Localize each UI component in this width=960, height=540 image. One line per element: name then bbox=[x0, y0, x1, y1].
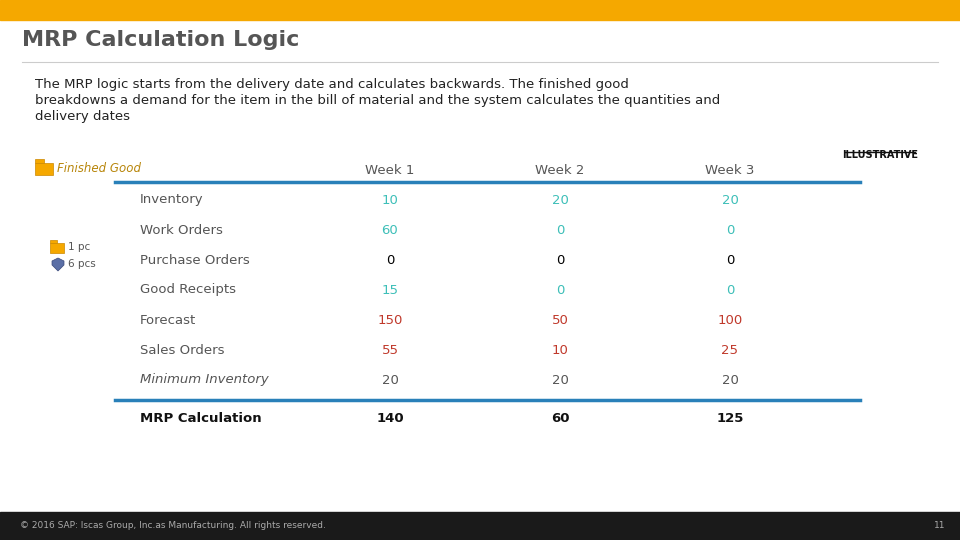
Text: © 2016 SAP: Iscas Group, Inc.as Manufacturing. All rights reserved.: © 2016 SAP: Iscas Group, Inc.as Manufact… bbox=[20, 522, 325, 530]
Text: Week 1: Week 1 bbox=[366, 164, 415, 177]
Text: 10: 10 bbox=[381, 193, 398, 206]
Text: 140: 140 bbox=[376, 411, 404, 424]
Text: 15: 15 bbox=[381, 284, 398, 296]
Text: Week 2: Week 2 bbox=[536, 164, 585, 177]
Text: 100: 100 bbox=[717, 314, 743, 327]
Text: Inventory: Inventory bbox=[140, 193, 204, 206]
Text: 20: 20 bbox=[722, 374, 738, 387]
Text: 50: 50 bbox=[552, 314, 568, 327]
Text: 20: 20 bbox=[722, 193, 738, 206]
Text: Work Orders: Work Orders bbox=[140, 224, 223, 237]
FancyBboxPatch shape bbox=[35, 159, 44, 163]
Text: Sales Orders: Sales Orders bbox=[140, 343, 225, 356]
Text: 60: 60 bbox=[551, 411, 569, 424]
Text: 60: 60 bbox=[382, 224, 398, 237]
Text: Finished Good: Finished Good bbox=[57, 161, 141, 174]
Text: 55: 55 bbox=[381, 343, 398, 356]
Text: 0: 0 bbox=[386, 253, 395, 267]
Text: 6 pcs: 6 pcs bbox=[68, 259, 96, 269]
Text: 11: 11 bbox=[933, 522, 945, 530]
Text: The MRP logic starts from the delivery date and calculates backwards. The finish: The MRP logic starts from the delivery d… bbox=[35, 78, 629, 91]
Text: MRP Calculation: MRP Calculation bbox=[140, 411, 262, 424]
Text: 0: 0 bbox=[556, 224, 564, 237]
Polygon shape bbox=[52, 258, 64, 271]
Bar bbox=[0, 512, 960, 540]
Text: 0: 0 bbox=[556, 284, 564, 296]
Text: Forecast: Forecast bbox=[140, 314, 196, 327]
Text: MRP Calculation Logic: MRP Calculation Logic bbox=[22, 30, 300, 50]
Text: 20: 20 bbox=[552, 193, 568, 206]
Text: 20: 20 bbox=[381, 374, 398, 387]
FancyBboxPatch shape bbox=[50, 243, 64, 253]
Text: delivery dates: delivery dates bbox=[35, 110, 130, 123]
Text: breakdowns a demand for the item in the bill of material and the system calculat: breakdowns a demand for the item in the … bbox=[35, 94, 720, 107]
Text: 0: 0 bbox=[726, 253, 734, 267]
Text: 20: 20 bbox=[552, 374, 568, 387]
Text: 0: 0 bbox=[556, 253, 564, 267]
FancyBboxPatch shape bbox=[50, 240, 57, 243]
Text: Purchase Orders: Purchase Orders bbox=[140, 253, 250, 267]
Text: 1 pc: 1 pc bbox=[68, 242, 90, 252]
Text: Week 3: Week 3 bbox=[706, 164, 755, 177]
Text: Minimum Inventory: Minimum Inventory bbox=[140, 374, 269, 387]
Text: 0: 0 bbox=[726, 224, 734, 237]
Text: Good Receipts: Good Receipts bbox=[140, 284, 236, 296]
FancyBboxPatch shape bbox=[35, 163, 53, 175]
Text: 10: 10 bbox=[552, 343, 568, 356]
Text: 25: 25 bbox=[722, 343, 738, 356]
Text: 0: 0 bbox=[726, 284, 734, 296]
Text: 150: 150 bbox=[377, 314, 402, 327]
Text: ILLUSTRATIVE: ILLUSTRATIVE bbox=[842, 150, 918, 160]
Text: 125: 125 bbox=[716, 411, 744, 424]
Bar bbox=[0, 0, 960, 20]
